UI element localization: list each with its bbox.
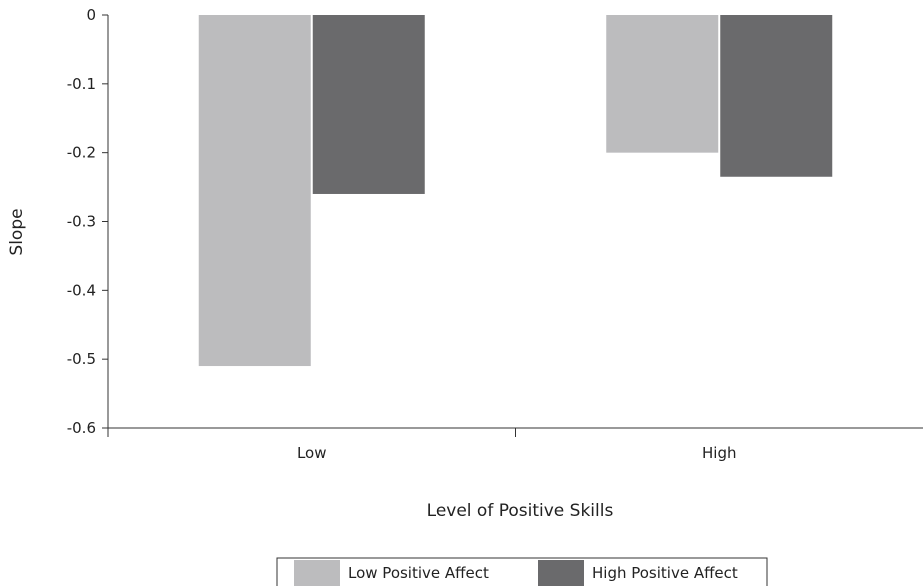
legend-swatch-low-positive-affect [294,560,340,586]
legend-label-low-positive-affect: Low Positive Affect [348,564,489,582]
bar-high-high-positive-affect [720,15,833,177]
legend: Low Positive Affect High Positive Affect [276,557,768,586]
y-tick-label: -0.2 [67,144,96,162]
bar-low-low-positive-affect [198,15,311,367]
y-tick-label: -0.3 [67,213,96,231]
bar-low-high-positive-affect [312,15,425,194]
y-tick-label: 0 [86,6,96,24]
bar-high-low-positive-affect [606,15,719,153]
y-tick-label: -0.6 [67,419,96,437]
x-axis-title: Level of Positive Skills [427,501,614,521]
legend-label-high-positive-affect: High Positive Affect [592,564,738,582]
x-tick-label-high: High [702,444,736,462]
x-tick-label-low: Low [297,444,327,462]
y-tick-label: -0.1 [67,75,96,93]
y-axis-title: Slope [7,208,27,255]
bars-group [198,15,833,367]
y-tick-label: -0.5 [67,350,96,368]
x-axis-tick-labels: Low High [297,444,737,462]
y-tick-label: -0.4 [67,281,96,299]
y-axis-ticks: 0 -0.1 -0.2 -0.3 -0.4 -0.5 -0.6 [67,6,108,437]
legend-swatch-high-positive-affect [538,560,584,586]
legend-box [276,557,768,586]
